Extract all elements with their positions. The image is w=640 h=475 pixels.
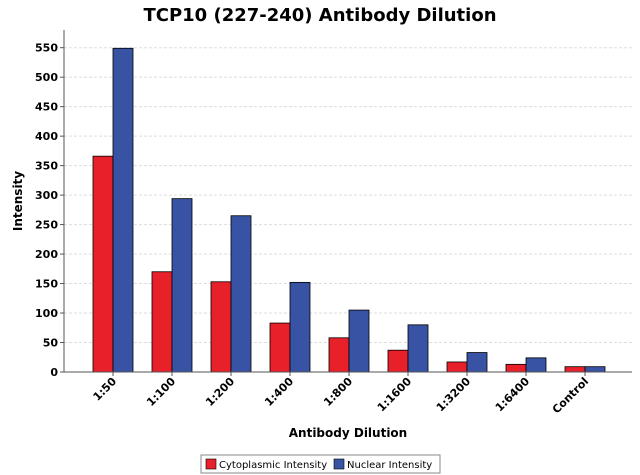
- y-tick-label: 100: [35, 307, 58, 320]
- y-tick-label: 400: [35, 130, 58, 143]
- bar-cytoplasmic: [269, 322, 291, 373]
- bar-nuclear: [289, 281, 311, 373]
- bar-cytoplasmic: [564, 366, 586, 373]
- legend-label-cytoplasmic: Cytoplasmic Intensity: [219, 460, 327, 471]
- bar-nuclear: [230, 215, 252, 373]
- x-tick-label: 1:50: [91, 375, 120, 404]
- x-tick-label: Control: [550, 375, 591, 416]
- bar-nuclear: [112, 47, 134, 373]
- y-axis: 0 50 100 150 200 250 300 350 400 450 500 550: [35, 30, 65, 379]
- legend-box: [200, 454, 441, 474]
- bar-nuclear: [466, 352, 488, 373]
- chart-title: TCP10 (227-240) Antibody Dilution: [143, 5, 496, 26]
- x-tick-label: 1:200: [203, 375, 237, 409]
- bar-nuclear: [584, 366, 606, 373]
- bar-cytoplasmic: [151, 271, 173, 373]
- bar-cytoplasmic: [446, 361, 468, 373]
- y-tick-label: 50: [43, 337, 59, 350]
- bar-nuclear: [407, 324, 429, 373]
- x-tick-label: 1:800: [321, 375, 355, 409]
- bar-nuclear: [525, 357, 547, 373]
- plot-area: [64, 30, 632, 372]
- legend: Cytoplasmic Intensity Nuclear Intensity: [200, 454, 441, 474]
- bar-nuclear: [171, 198, 193, 373]
- y-tick-label: 350: [35, 160, 58, 173]
- x-tick-label: 1:400: [262, 375, 296, 409]
- legend-label-nuclear: Nuclear Intensity: [347, 460, 432, 471]
- x-tick-label: 1:6400: [493, 375, 533, 415]
- y-tick-label: 250: [35, 219, 58, 232]
- y-tick-label: 500: [35, 71, 58, 84]
- y-tick-label: 550: [35, 42, 58, 55]
- y-tick-label: 150: [35, 278, 58, 291]
- bar-cytoplasmic: [210, 281, 232, 373]
- x-tick-label: 1:100: [144, 375, 178, 409]
- bar-cytoplasmic: [92, 155, 114, 373]
- x-tick-label: 1:3200: [434, 375, 474, 415]
- y-tick-label: 300: [35, 189, 58, 202]
- x-axis-title: Antibody Dilution: [289, 426, 407, 440]
- y-axis-title: Intensity: [11, 171, 25, 231]
- legend-swatch-cytoplasmic: [205, 458, 217, 470]
- legend-swatch-nuclear: [333, 458, 345, 470]
- y-tick-label: 0: [50, 366, 58, 379]
- bar-cytoplasmic: [387, 349, 409, 373]
- bar-cytoplasmic: [505, 363, 527, 373]
- x-tick-label: 1:1600: [375, 375, 415, 415]
- y-tick-label: 450: [35, 101, 58, 114]
- bar-nuclear: [348, 309, 370, 373]
- bar-cytoplasmic: [328, 337, 350, 373]
- y-tick-label: 200: [35, 248, 58, 261]
- bars: [92, 47, 606, 373]
- x-axis: 1:50 1:100 1:200 1:400 1:800 1:1600 1:3200 1:64…: [64, 371, 632, 416]
